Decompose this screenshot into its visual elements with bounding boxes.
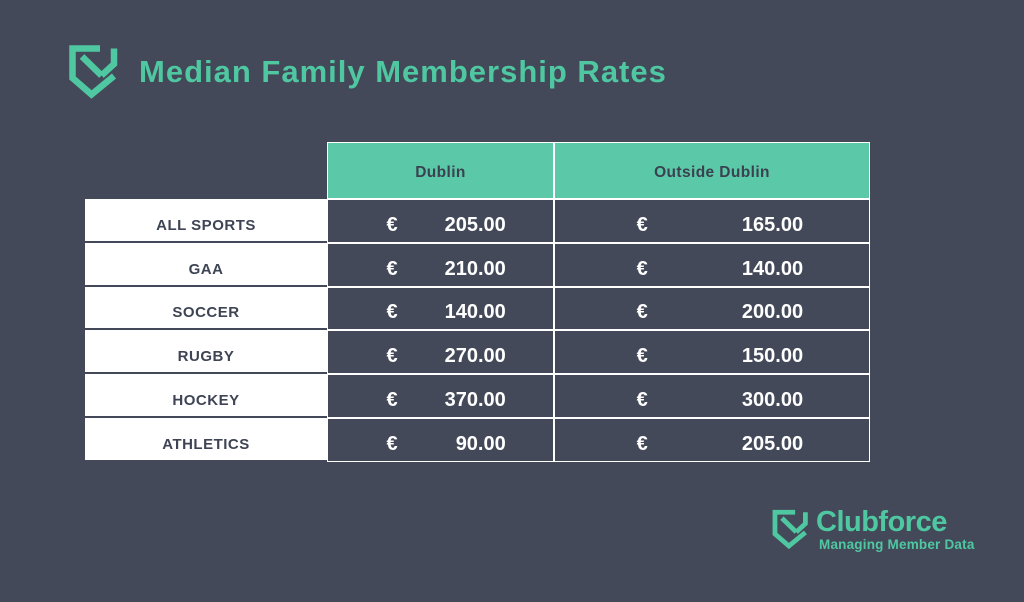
dublin-value: 210.00 bbox=[444, 257, 506, 280]
dublin-value: 90.00 bbox=[455, 432, 506, 455]
row-label: ATHLETICS bbox=[85, 417, 327, 462]
column-header-outside-dublin: Outside Dublin bbox=[554, 142, 870, 199]
row-label: RUGBY bbox=[85, 330, 327, 375]
row-label: ALL SPORTS bbox=[85, 199, 327, 243]
outside-dublin-value-cell: € 165.00 bbox=[554, 199, 870, 243]
dublin-value: 370.00 bbox=[444, 388, 506, 411]
row-label: SOCCER bbox=[85, 286, 327, 331]
dublin-value-cell: € 270.00 bbox=[327, 330, 554, 375]
outside-dublin-value-cell: € 300.00 bbox=[554, 374, 870, 418]
dublin-value-cell: € 140.00 bbox=[327, 286, 554, 331]
title-bar: Median Family Membership Rates bbox=[63, 40, 667, 104]
outside-dublin-value-cell: € 205.00 bbox=[554, 417, 870, 462]
outside-dublin-value: 300.00 bbox=[741, 388, 804, 411]
outside-dublin-value: 150.00 bbox=[741, 345, 804, 368]
euro-currency-symbol: € bbox=[386, 213, 398, 236]
euro-currency-symbol: € bbox=[636, 257, 648, 280]
dublin-value-cell: € 205.00 bbox=[327, 199, 554, 243]
euro-currency-symbol: € bbox=[636, 213, 648, 236]
euro-currency-symbol: € bbox=[386, 301, 398, 324]
outside-dublin-value-cell: € 150.00 bbox=[554, 330, 870, 375]
row-label: GAA bbox=[85, 242, 327, 287]
dublin-value: 140.00 bbox=[444, 301, 506, 324]
dublin-value: 270.00 bbox=[444, 345, 506, 368]
outside-dublin-value: 205.00 bbox=[741, 432, 804, 455]
logo-text: Clubforce Managing Member Data bbox=[816, 506, 975, 552]
dublin-value-cell: € 370.00 bbox=[327, 374, 554, 418]
outside-dublin-value: 200.00 bbox=[741, 301, 804, 324]
euro-currency-symbol: € bbox=[386, 257, 398, 280]
euro-currency-symbol: € bbox=[636, 345, 648, 368]
clubforce-shield-icon bbox=[768, 506, 812, 553]
brand-name: Clubforce bbox=[816, 506, 947, 539]
dublin-value: 205.00 bbox=[444, 213, 506, 236]
euro-currency-symbol: € bbox=[636, 301, 648, 324]
outside-dublin-value-cell: € 140.00 bbox=[554, 242, 870, 287]
clubforce-shield-icon bbox=[63, 40, 123, 104]
membership-rates-table: Dublin Outside Dublin ALL SPORTS € 205.0… bbox=[85, 142, 870, 462]
euro-currency-symbol: € bbox=[386, 345, 398, 368]
euro-currency-symbol: € bbox=[636, 432, 648, 455]
outside-dublin-value-cell: € 200.00 bbox=[554, 286, 870, 331]
brand-tagline: Managing Member Data bbox=[819, 536, 975, 552]
table-corner-spacer bbox=[85, 142, 327, 199]
row-label: HOCKEY bbox=[85, 374, 327, 418]
euro-currency-symbol: € bbox=[386, 388, 398, 411]
dublin-value-cell: € 90.00 bbox=[327, 417, 554, 462]
outside-dublin-value: 140.00 bbox=[741, 257, 804, 280]
column-header-dublin: Dublin bbox=[327, 142, 554, 199]
page-title: Median Family Membership Rates bbox=[139, 54, 667, 89]
euro-currency-symbol: € bbox=[636, 388, 648, 411]
dublin-value-cell: € 210.00 bbox=[327, 242, 554, 287]
outside-dublin-value: 165.00 bbox=[741, 213, 804, 236]
clubforce-logo: Clubforce Managing Member Data bbox=[768, 506, 975, 553]
euro-currency-symbol: € bbox=[386, 432, 398, 455]
